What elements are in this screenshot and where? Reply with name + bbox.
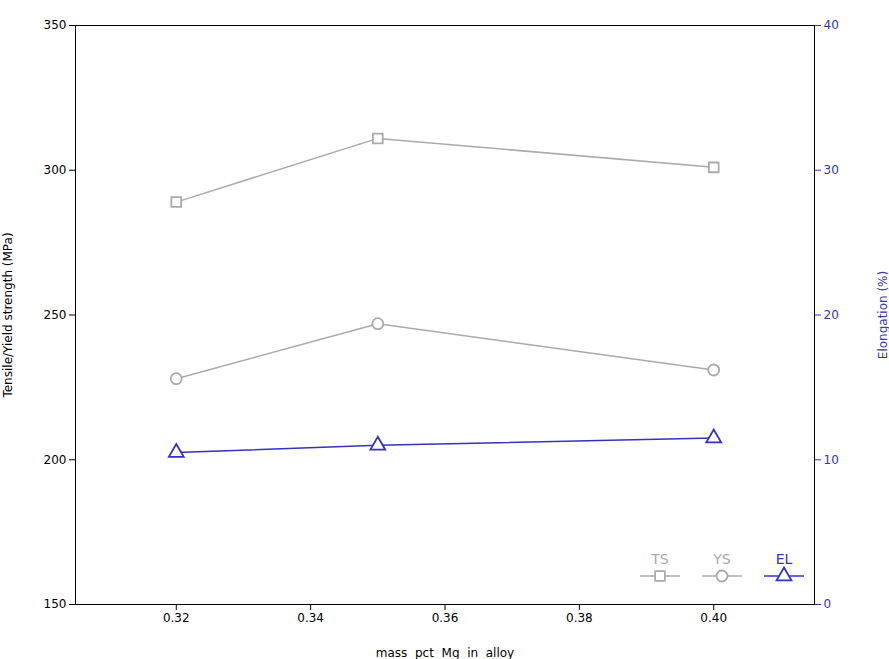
svg-text:20: 20 xyxy=(824,308,839,322)
svg-text:0.40: 0.40 xyxy=(700,611,727,625)
svg-text:0: 0 xyxy=(824,597,832,611)
svg-text:YS: YS xyxy=(712,551,731,567)
svg-text:250: 250 xyxy=(44,308,67,322)
svg-text:0.32: 0.32 xyxy=(163,611,190,625)
svg-text:0.38: 0.38 xyxy=(566,611,593,625)
svg-text:0.36: 0.36 xyxy=(432,611,459,625)
svg-text:30: 30 xyxy=(824,163,839,177)
svg-text:0.34: 0.34 xyxy=(297,611,324,625)
svg-text:200: 200 xyxy=(44,453,67,467)
svg-text:150: 150 xyxy=(44,597,67,611)
svg-text:350: 350 xyxy=(44,18,67,32)
svg-text:Elongation (%): Elongation (%) xyxy=(876,271,889,359)
svg-text:40: 40 xyxy=(824,18,839,32)
svg-text:TS: TS xyxy=(650,551,669,567)
svg-text:10: 10 xyxy=(824,453,839,467)
svg-text:EL: EL xyxy=(776,551,793,567)
svg-text:Tensile/Yield strength (MPa): Tensile/Yield strength (MPa) xyxy=(1,232,15,398)
svg-text:300: 300 xyxy=(44,163,67,177)
svg-text:mass pct Mg in alloy: mass pct Mg in alloy xyxy=(376,646,514,659)
